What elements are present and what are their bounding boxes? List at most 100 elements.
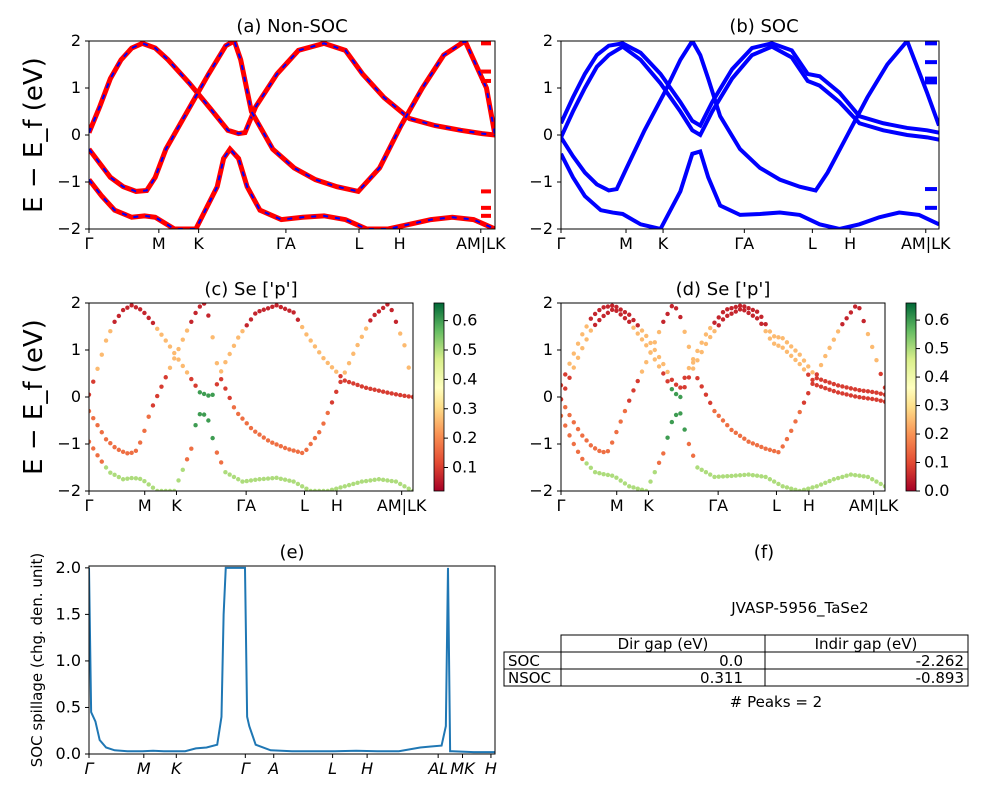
proj-point — [129, 450, 134, 456]
proj-point — [176, 478, 181, 483]
proj-point — [142, 310, 147, 316]
proj-point — [865, 396, 871, 401]
proj-point — [814, 484, 819, 489]
proj-point — [878, 371, 883, 377]
proj-point — [137, 476, 143, 482]
proj-point — [108, 441, 113, 446]
proj-point — [784, 340, 790, 345]
proj-point — [592, 322, 598, 328]
proj-point — [763, 446, 768, 451]
proj-point — [605, 304, 611, 309]
proj-point — [402, 393, 407, 399]
proj-point — [857, 473, 862, 478]
k-point-label: K — [643, 496, 654, 515]
k-point-label: M — [137, 759, 151, 778]
proj-point — [870, 344, 875, 350]
proj-point — [793, 348, 798, 353]
panel-c-yticks: −2 −1 0 1 2 — [57, 293, 89, 500]
proj-point — [376, 477, 382, 482]
k-point-label: K — [193, 234, 204, 253]
proj-point — [665, 379, 670, 384]
panel-a-kticks: Γ M K ΓA L H AM|LK — [85, 229, 506, 253]
k-point-label: AM|LK — [456, 234, 506, 253]
proj-point — [163, 488, 168, 491]
proj-point — [172, 350, 177, 356]
k-point-label: H — [844, 234, 856, 253]
proj-point — [631, 317, 636, 323]
proj-point — [588, 328, 594, 333]
proj-point — [737, 307, 743, 312]
proj-point — [89, 439, 92, 444]
proj-point — [304, 486, 309, 491]
table-cell-soc-dir: 0.0 — [719, 652, 743, 670]
proj-point — [635, 486, 640, 491]
proj-point — [380, 305, 386, 311]
k-point-label: H — [394, 234, 406, 253]
panel-b-yticks: −2 −1 0 1 2 — [529, 31, 561, 238]
proj-point — [376, 388, 382, 393]
proj-point — [406, 365, 411, 370]
proj-point — [142, 479, 147, 484]
proj-point — [746, 439, 751, 444]
proj-point — [609, 473, 615, 478]
proj-point — [321, 488, 326, 491]
proj-point — [733, 473, 738, 478]
proj-point — [317, 350, 322, 355]
proj-point — [308, 488, 313, 491]
proj-point — [631, 325, 636, 330]
proj-point — [716, 323, 721, 328]
proj-point — [678, 394, 683, 400]
proj-point — [597, 307, 602, 313]
proj-point — [720, 474, 726, 479]
proj-point — [852, 394, 858, 399]
proj-point — [120, 307, 126, 313]
proj-point — [406, 486, 411, 491]
proj-point — [789, 486, 794, 491]
proj-point — [690, 453, 696, 458]
proj-point — [823, 480, 828, 485]
proj-point — [334, 389, 339, 395]
proj-point — [561, 397, 564, 402]
proj-point — [248, 317, 254, 322]
k-point-label: L — [300, 496, 309, 515]
proj-point — [831, 477, 837, 482]
proj-point — [635, 378, 640, 384]
proj-point — [580, 456, 585, 462]
proj-point — [218, 460, 224, 465]
proj-point — [648, 479, 653, 484]
y-tick-label: 1.5 — [56, 604, 81, 623]
proj-point — [767, 447, 773, 453]
proj-point — [742, 472, 747, 478]
k-point-label: Γ — [85, 496, 94, 515]
proj-point — [584, 324, 589, 329]
proj-point — [274, 475, 279, 481]
k-point-label: L — [808, 234, 817, 253]
proj-point — [614, 475, 619, 480]
y-tick-label: 2 — [71, 31, 81, 50]
proj-point — [750, 307, 756, 313]
k-point-label: M — [138, 496, 152, 515]
proj-point — [776, 481, 781, 487]
proj-point — [870, 477, 875, 482]
proj-point — [656, 354, 662, 360]
proj-point — [385, 390, 390, 395]
panel-c-frame — [88, 302, 414, 492]
proj-point — [567, 361, 572, 366]
proj-point — [733, 430, 738, 436]
proj-point — [865, 389, 871, 394]
k-point-label: H — [485, 759, 497, 778]
proj-point — [686, 344, 692, 350]
panel-c-colorbar-ticks: 0.1 0.2 0.3 0.4 0.5 0.6 — [444, 311, 477, 477]
proj-point — [716, 315, 721, 320]
proj-point — [167, 344, 173, 349]
proj-point — [329, 365, 335, 370]
y-tick-label: 2 — [543, 293, 553, 312]
proj-point — [882, 399, 885, 404]
proj-point — [103, 465, 109, 470]
proj-point — [227, 395, 232, 401]
proj-point — [244, 421, 249, 426]
proj-point — [737, 473, 743, 478]
proj-point — [150, 403, 156, 408]
proj-point — [601, 449, 606, 455]
proj-point — [742, 436, 747, 441]
